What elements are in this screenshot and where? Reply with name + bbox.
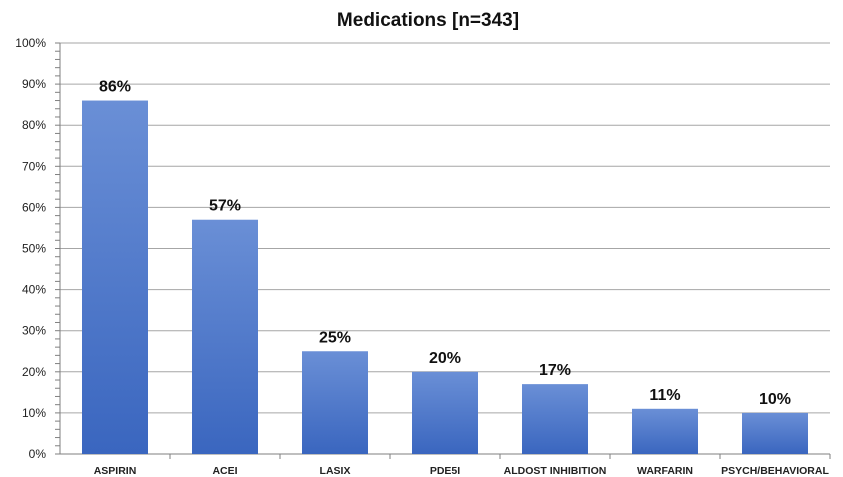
y-tick-label: 90% xyxy=(22,77,46,91)
bar xyxy=(192,219,258,454)
x-tick-label: PSYCH/BEHAVIORAL xyxy=(721,465,829,477)
y-tick-label: 40% xyxy=(22,283,46,297)
axes xyxy=(55,42,831,459)
bars xyxy=(82,100,808,454)
data-label: 25% xyxy=(319,329,351,346)
y-tick-label: 10% xyxy=(22,406,46,420)
x-tick-label: ACEI xyxy=(212,465,237,477)
bar xyxy=(632,408,698,454)
data-label: 11% xyxy=(649,387,680,404)
x-tick-label: ALDOST INHIBITION xyxy=(504,465,607,477)
labels: 0% 10% 20% 30% 40% 50% 60% 70% 80% 90% 100% 86% ASPI… xyxy=(15,36,829,477)
chart-title: Medications [n=343] xyxy=(337,10,519,31)
y-tick-label: 70% xyxy=(22,159,46,173)
gridlines xyxy=(60,42,830,414)
y-tick-label: 50% xyxy=(22,242,46,256)
x-tick-label: WARFARIN xyxy=(637,465,693,477)
x-tick-label: ASPIRIN xyxy=(94,465,137,477)
bar xyxy=(522,384,588,454)
data-label: 86% xyxy=(99,79,131,96)
x-tick-label: PDE5I xyxy=(430,465,460,477)
bar xyxy=(742,412,808,454)
x-tick-label: LASIX xyxy=(320,465,351,477)
bar xyxy=(412,371,478,454)
bar xyxy=(82,100,148,454)
y-tick-label: 80% xyxy=(22,118,46,132)
data-label: 20% xyxy=(429,350,461,367)
data-label: 17% xyxy=(539,362,571,379)
data-label: 10% xyxy=(759,391,791,408)
y-tick-label: 60% xyxy=(22,200,46,214)
y-tick-label: 20% xyxy=(22,365,46,379)
data-label: 57% xyxy=(209,198,241,215)
y-tick-label: 100% xyxy=(15,36,46,50)
y-tick-label: 30% xyxy=(22,324,46,338)
y-tick-label: 0% xyxy=(29,447,47,461)
bar xyxy=(302,351,368,454)
